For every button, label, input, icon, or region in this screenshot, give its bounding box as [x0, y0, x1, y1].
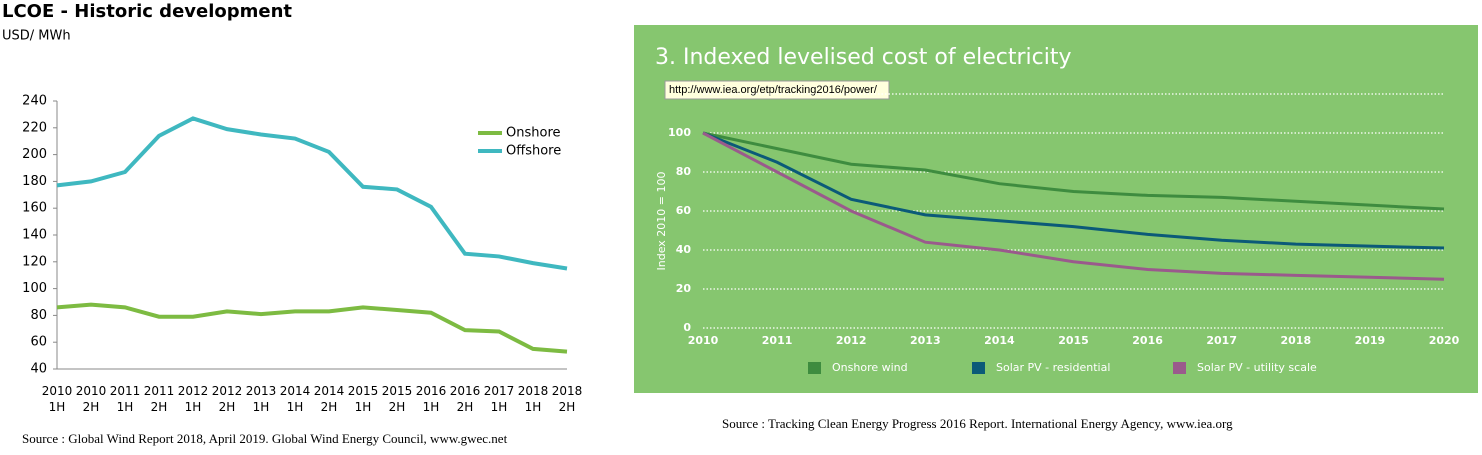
- line-series: [56, 116, 568, 271]
- x-tick-label: 2020: [1429, 334, 1460, 347]
- x-tick-label: 2014 2H: [314, 384, 345, 414]
- x-tick-label: 2015 1H: [348, 384, 379, 414]
- y-tick-label: 200: [22, 147, 47, 162]
- x-tick-label: 2013: [910, 334, 941, 347]
- y-tick-label: 180: [22, 174, 47, 189]
- y-tick-label: 220: [22, 120, 47, 135]
- x-tick-label: 2011: [762, 334, 793, 347]
- x-tick-label: 2017 1H: [484, 384, 515, 414]
- x-tick-label: 2014 1H: [280, 384, 311, 414]
- legend-label: Offshore: [506, 144, 561, 159]
- x-tick-label: 2011 2H: [144, 384, 175, 414]
- legend-swatch: [972, 362, 985, 374]
- x-tick-label: 2010 2H: [76, 384, 107, 414]
- legend-label: Solar PV - residential: [996, 361, 1110, 374]
- y-axis-label: Index 2010 = 100: [655, 172, 668, 271]
- y-tick-label: 40: [30, 362, 47, 377]
- y-tick-label: 40: [676, 243, 692, 256]
- x-tick-label: 2018 2H: [552, 384, 583, 414]
- line-series: [702, 131, 1445, 281]
- x-tick-label: 2011 1H: [110, 384, 141, 414]
- x-tick-label: 2012 1H: [178, 384, 209, 414]
- x-tick-label: 2010: [688, 334, 719, 347]
- y-tick-label: 60: [30, 335, 47, 350]
- x-tick-label: 2017: [1206, 334, 1237, 347]
- chart-title: LCOE - Historic development: [2, 1, 292, 22]
- legend-label: Onshore wind: [832, 361, 908, 374]
- chart-background: [634, 25, 1478, 393]
- legend-swatch: [1173, 362, 1186, 374]
- y-tick-label: 20: [676, 282, 692, 295]
- y-tick-label: 80: [676, 165, 692, 178]
- source: Source : Global Wind Report 2018, April …: [22, 431, 508, 446]
- legend-label: Solar PV - utility scale: [1197, 361, 1317, 374]
- y-tick-label: 80: [30, 308, 47, 323]
- line-series: [56, 302, 568, 354]
- chart-subtitle: USD/ MWh: [2, 29, 71, 44]
- x-tick-label: 2018: [1280, 334, 1311, 347]
- x-tick-label: 2012: [836, 334, 867, 347]
- x-tick-label: 2014: [984, 334, 1015, 347]
- tooltip: http://www.iea.org/etp/tracking2016/powe…: [669, 84, 878, 96]
- y-tick-label: 120: [22, 254, 47, 269]
- x-tick-label: 2013 1H: [246, 384, 277, 414]
- y-tick-label: 140: [22, 228, 47, 243]
- x-tick-label: 2010 1H: [42, 384, 73, 414]
- x-tick-label: 2018 1H: [518, 384, 549, 414]
- x-tick-label: 2016 2H: [450, 384, 481, 414]
- x-tick-label: 2012 2H: [212, 384, 243, 414]
- chart-title: 3. Indexed levelised cost of electricity: [655, 45, 1072, 70]
- y-tick-label: 160: [22, 201, 47, 216]
- x-tick-label: 2016: [1132, 334, 1163, 347]
- x-tick-label: 2015: [1058, 334, 1089, 347]
- y-tick-label: 100: [22, 281, 47, 296]
- line-series: [702, 131, 1445, 211]
- x-tick-label: 2016 1H: [416, 384, 447, 414]
- source: Source : Tracking Clean Energy Progress …: [722, 416, 1233, 431]
- legend-swatch: [808, 362, 821, 374]
- x-tick-label: 2015 2H: [382, 384, 413, 414]
- y-tick-label: 240: [22, 94, 47, 109]
- y-tick-label: 0: [683, 321, 691, 334]
- legend-label: Onshore: [506, 126, 561, 141]
- y-tick-label: 100: [668, 126, 691, 139]
- x-tick-label: 2019: [1355, 334, 1386, 347]
- y-tick-label: 60: [676, 204, 692, 217]
- line-series: [702, 131, 1445, 250]
